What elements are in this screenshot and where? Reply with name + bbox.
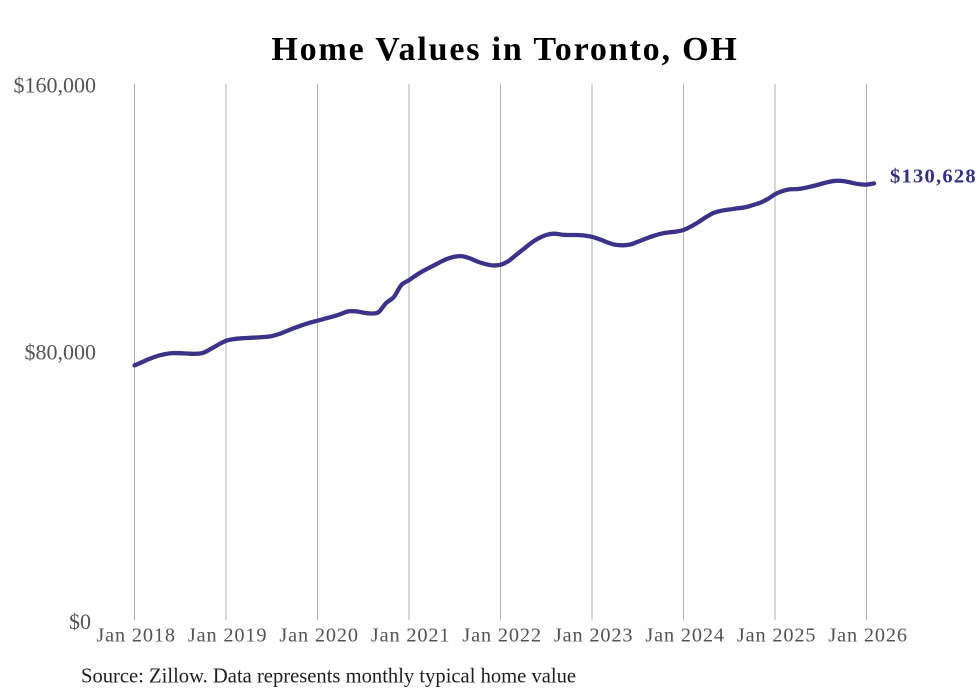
svg-text:Jan 2023: Jan 2023 (554, 625, 633, 647)
svg-text:Jan 2018: Jan 2018 (96, 625, 175, 647)
svg-text:Jan 2025: Jan 2025 (737, 625, 816, 647)
svg-text:Jan 2019: Jan 2019 (188, 625, 267, 647)
svg-text:Source: Zillow. Data represent: Source: Zillow. Data represents monthly … (81, 666, 576, 688)
svg-text:$0: $0 (69, 609, 91, 634)
svg-text:Jan 2024: Jan 2024 (645, 625, 724, 647)
svg-text:Jan 2022: Jan 2022 (462, 625, 541, 647)
svg-text:Jan 2021: Jan 2021 (371, 625, 450, 647)
svg-text:$80,000: $80,000 (25, 340, 97, 365)
svg-text:$160,000: $160,000 (14, 73, 97, 98)
svg-text:$130,628: $130,628 (890, 166, 977, 188)
svg-text:Jan 2026: Jan 2026 (828, 625, 907, 647)
svg-text:Home Values in Toronto, OH: Home Values in Toronto, OH (271, 31, 738, 68)
svg-text:Jan 2020: Jan 2020 (279, 625, 358, 647)
